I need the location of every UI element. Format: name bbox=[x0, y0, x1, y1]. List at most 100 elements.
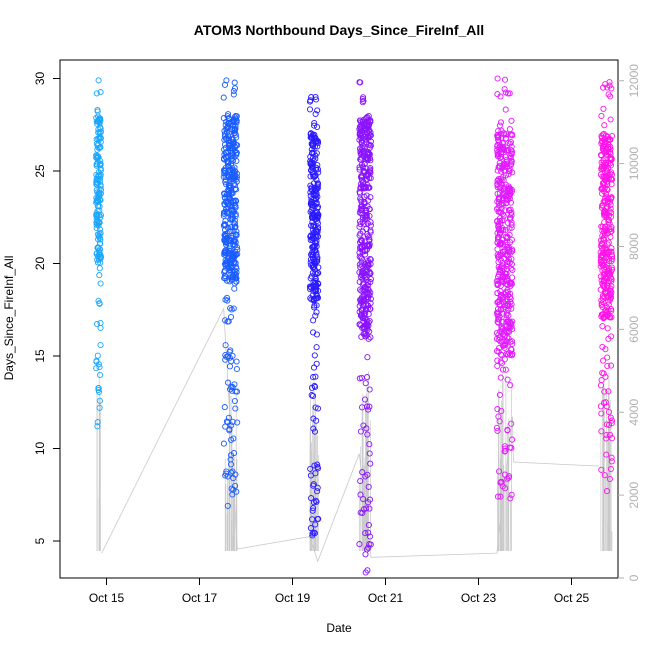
data-point bbox=[509, 169, 516, 176]
data-point bbox=[311, 428, 319, 435]
data-point bbox=[600, 311, 607, 318]
data-point bbox=[367, 256, 374, 263]
data-point bbox=[604, 325, 611, 332]
data-point bbox=[313, 96, 320, 103]
data-point bbox=[357, 491, 364, 498]
data-point bbox=[502, 106, 509, 113]
data-point bbox=[508, 305, 515, 312]
data-points bbox=[93, 75, 616, 576]
data-point bbox=[502, 200, 509, 207]
data-point bbox=[362, 248, 369, 255]
data-point bbox=[232, 263, 240, 270]
data-point bbox=[313, 498, 320, 505]
data-point bbox=[497, 291, 504, 298]
data-point bbox=[606, 82, 613, 89]
data-point bbox=[494, 318, 501, 325]
data-point bbox=[356, 136, 363, 143]
data-point bbox=[309, 149, 316, 156]
data-point bbox=[308, 392, 315, 399]
data-point bbox=[358, 333, 365, 340]
data-point bbox=[602, 223, 609, 230]
data-point bbox=[310, 374, 317, 381]
data-point bbox=[307, 97, 314, 104]
x-tick-label: Oct 23 bbox=[461, 591, 497, 605]
data-point bbox=[93, 215, 100, 222]
data-point bbox=[508, 444, 515, 451]
data-point bbox=[364, 282, 371, 289]
data-point bbox=[220, 440, 227, 447]
data-point bbox=[503, 196, 510, 203]
data-point bbox=[600, 145, 607, 152]
data-point bbox=[230, 232, 237, 239]
data-point bbox=[363, 276, 370, 283]
data-point bbox=[495, 136, 502, 143]
data-point bbox=[359, 214, 367, 221]
data-point bbox=[310, 173, 317, 180]
data-point bbox=[357, 295, 364, 303]
data-point bbox=[308, 495, 315, 502]
data-point bbox=[495, 298, 502, 305]
data-point bbox=[366, 403, 373, 410]
data-point bbox=[494, 357, 501, 364]
data-point bbox=[311, 187, 319, 194]
data-point bbox=[366, 144, 373, 151]
data-point bbox=[365, 483, 372, 490]
data-point bbox=[231, 174, 238, 181]
data-point bbox=[603, 488, 611, 495]
data-point bbox=[505, 140, 512, 147]
data-point bbox=[603, 403, 610, 410]
data-point bbox=[314, 162, 321, 169]
data-point bbox=[499, 338, 506, 345]
data-point bbox=[223, 125, 230, 132]
data-point bbox=[307, 173, 314, 180]
data-point bbox=[504, 426, 511, 433]
data-point bbox=[357, 79, 364, 86]
data-point bbox=[366, 169, 373, 176]
data-point bbox=[314, 180, 321, 187]
data-point bbox=[357, 174, 365, 181]
data-point bbox=[502, 341, 509, 348]
data-point bbox=[607, 287, 614, 294]
data-point bbox=[311, 184, 318, 192]
data-point bbox=[496, 391, 503, 398]
data-point bbox=[608, 228, 615, 235]
data-point bbox=[507, 265, 514, 272]
data-point bbox=[603, 146, 610, 153]
data-point bbox=[226, 267, 233, 274]
data-point bbox=[495, 164, 502, 171]
data-point bbox=[509, 246, 516, 253]
data-point bbox=[233, 150, 240, 157]
data-point bbox=[508, 255, 515, 263]
data-point bbox=[501, 247, 508, 254]
data-point bbox=[310, 196, 317, 203]
data-point bbox=[309, 209, 316, 217]
data-point bbox=[227, 305, 234, 312]
data-point bbox=[502, 485, 509, 492]
data-point bbox=[231, 397, 238, 405]
data-point bbox=[225, 203, 232, 210]
data-point bbox=[222, 296, 229, 303]
data-point bbox=[367, 129, 374, 136]
data-point bbox=[497, 183, 504, 191]
data-point bbox=[498, 478, 505, 486]
data-point bbox=[495, 236, 502, 243]
data-point bbox=[229, 176, 236, 183]
data-point bbox=[606, 258, 613, 265]
data-point bbox=[509, 340, 516, 348]
data-point bbox=[220, 115, 227, 122]
data-point bbox=[600, 105, 607, 112]
data-point bbox=[499, 366, 507, 373]
data-point bbox=[94, 419, 101, 426]
data-point bbox=[356, 117, 363, 124]
data-point bbox=[313, 331, 320, 338]
data-point bbox=[95, 236, 102, 243]
data-point bbox=[505, 318, 512, 325]
data-point bbox=[366, 533, 374, 540]
data-point bbox=[314, 183, 321, 190]
data-point bbox=[607, 285, 614, 292]
data-point bbox=[494, 312, 501, 319]
data-point bbox=[313, 309, 320, 316]
data-point bbox=[598, 428, 605, 435]
data-point bbox=[495, 199, 502, 206]
data-point bbox=[495, 220, 502, 228]
